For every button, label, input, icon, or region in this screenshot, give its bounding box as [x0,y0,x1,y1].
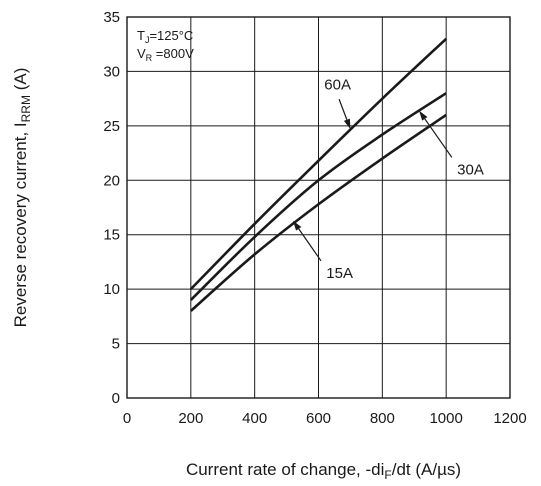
x-tick-label: 0 [123,410,131,427]
condition-temperature: TJ=125°C [137,28,193,45]
y-tick-label: 35 [103,9,120,26]
series-line-30a [189,92,447,301]
annotation-arrowhead [343,118,351,130]
x-tick-label: 200 [178,410,203,427]
series-lines [189,37,448,312]
condition-voltage: VR =800V [137,46,194,63]
y-axis-title: Reverse recovery current, IRRM (A) [11,68,33,328]
x-tick-label: 400 [242,410,267,427]
annotation-leader [298,228,322,262]
axis-ticks: 0 200 400 600 800 1000 1200 0 5 10 15 20 25 30 35 [103,9,526,427]
series-line-15a [189,113,447,312]
annotation-leader [338,98,348,120]
plot-frame [126,16,511,399]
y-tick-label: 15 [103,227,120,244]
grid-lines [127,17,510,398]
x-axis-title: Current rate of change, -diF/dt (A/µs) [186,460,461,482]
annotation-arrowhead [292,220,302,231]
series-annotations: 60A 30A 15A [292,76,484,282]
y-tick-label: 30 [103,63,120,80]
series-line-60a [189,37,448,291]
x-tick-label: 1000 [429,410,462,427]
x-tick-label: 600 [306,410,331,427]
series-label-30a: 30A [457,162,484,179]
y-tick-label: 0 [112,390,120,407]
x-tick-label: 800 [370,410,395,427]
series-label-15a: 15A [326,265,353,282]
series-label-60a: 60A [324,76,351,93]
y-tick-label: 10 [103,281,120,298]
y-tick-label: 20 [103,172,120,189]
y-tick-label: 25 [103,118,120,135]
x-tick-label: 1200 [493,410,526,427]
y-tick-label: 5 [112,336,120,353]
annotation-arrowhead [419,110,428,121]
annotation-leader [424,118,453,158]
